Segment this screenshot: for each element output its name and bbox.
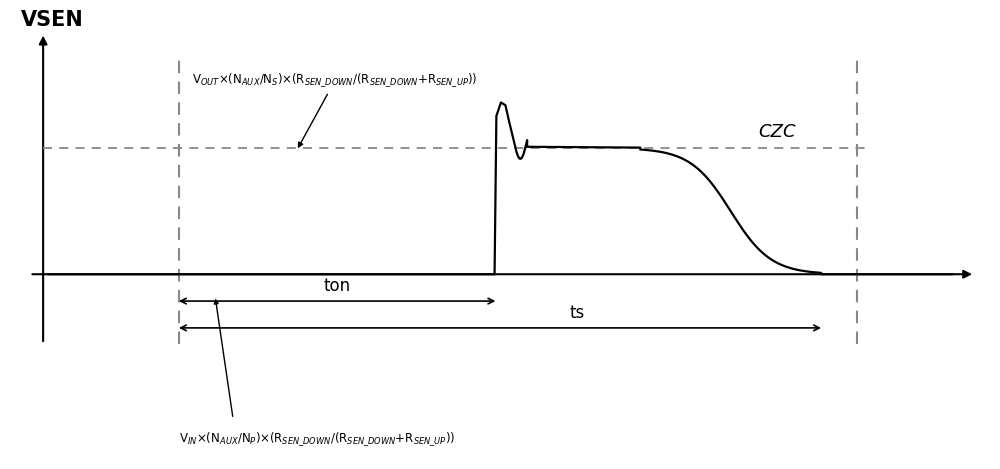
Text: ton: ton xyxy=(324,277,351,295)
Text: ts: ts xyxy=(569,304,585,322)
Text: VSEN: VSEN xyxy=(21,10,83,30)
Text: CZC: CZC xyxy=(758,123,795,141)
Text: V$_{IN}$×(N$_{AUX}$/N$_{P}$)×(R$_{SEN\_DOWN}$/(R$_{SEN\_DOWN}$+R$_{SEN\_UP}$)): V$_{IN}$×(N$_{AUX}$/N$_{P}$)×(R$_{SEN\_D… xyxy=(179,430,455,447)
Text: V$_{OUT}$×(N$_{AUX}$/N$_{S}$)×(R$_{SEN\_DOWN}$/(R$_{SEN\_DOWN}$+R$_{SEN\_UP}$)): V$_{OUT}$×(N$_{AUX}$/N$_{S}$)×(R$_{SEN\_… xyxy=(192,71,478,147)
